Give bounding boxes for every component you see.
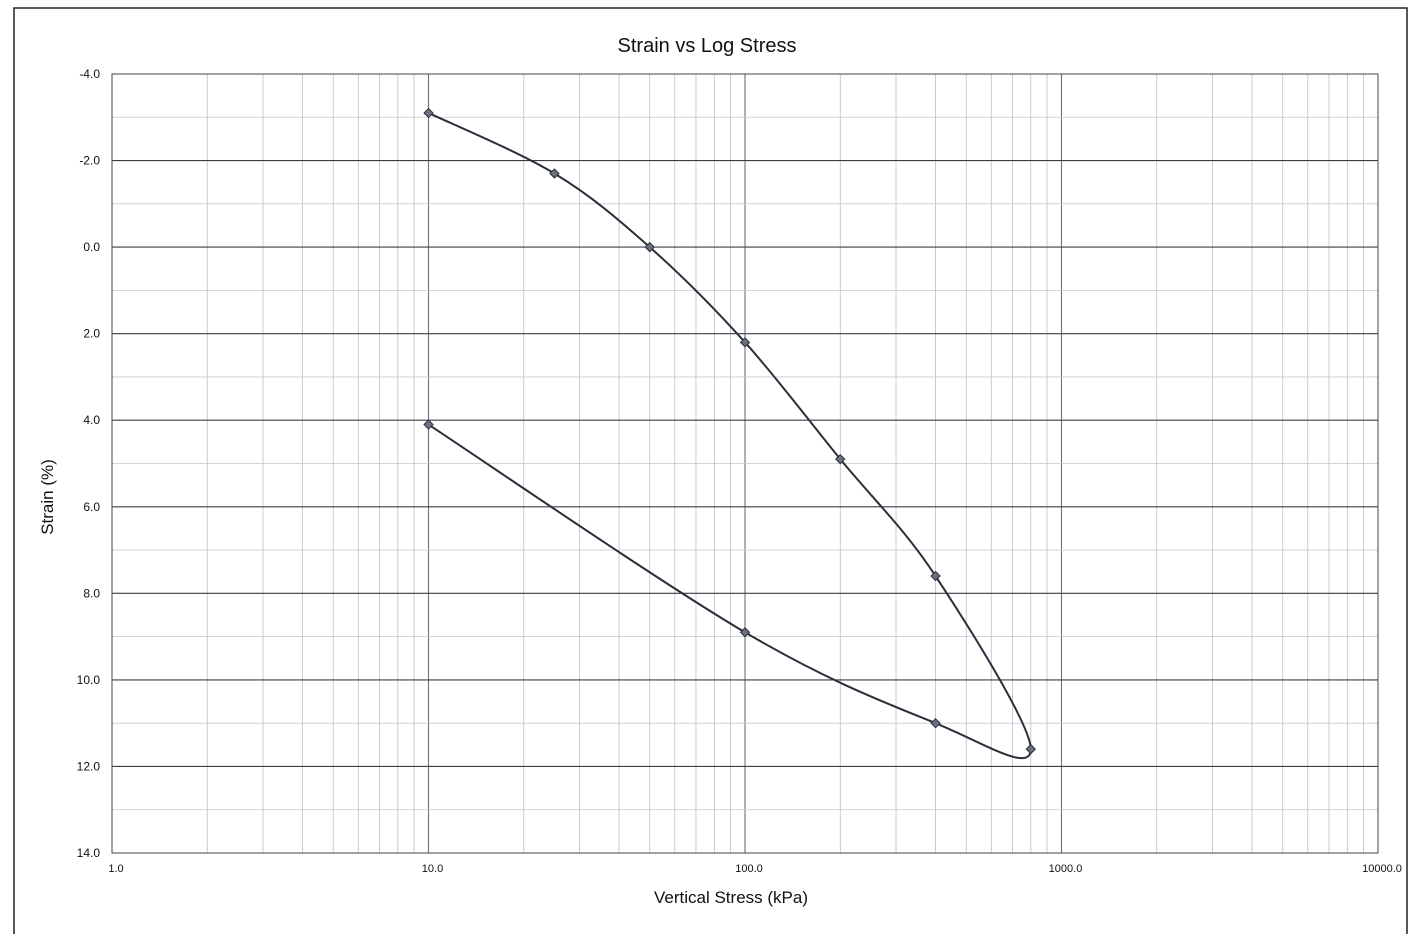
y-tick-label: -4.0 [79,67,100,81]
plot-area-border [111,73,1379,854]
x-tick-label: 10.0 [422,863,443,875]
y-tick-label: 0.0 [83,240,100,254]
y-tick-labels: -4.0 -2.0 0.0 2.0 4.0 6.0 8.0 10.0 12.0 14.0 [77,67,101,860]
data-point-marker [835,453,846,465]
data-points [423,107,1037,755]
data-point-marker [739,337,751,348]
y-tick-label: 14.0 [77,846,101,860]
x-tick-label: 100.0 [735,863,763,875]
data-point-marker [423,107,434,119]
data-point-marker [423,419,434,430]
x-axis-title: Vertical Stress (kPa) [654,888,808,907]
y-tick-label: 2.0 [83,327,100,341]
x-tick-labels: 1.0 10.0 100.0 1000.0 10000.0 [108,863,1402,875]
y-axis-title: Strain (%) [38,459,57,535]
grid [112,74,1378,853]
y-tick-label: -2.0 [79,154,100,168]
data-point-marker [549,168,560,179]
y-tick-label: 10.0 [77,673,101,687]
data-point-marker [930,570,941,582]
data-point-marker [644,241,655,253]
y-tick-label: 12.0 [77,759,101,773]
x-tick-label: 1.0 [108,863,123,875]
y-tick-label: 4.0 [83,413,100,427]
chart-title: Strain vs Log Stress [618,35,797,57]
data-point-marker [1025,743,1037,755]
data-point-marker [930,717,941,729]
data-point-marker [739,627,751,638]
x-tick-label: 10000.0 [1362,863,1402,875]
outer-border [13,7,1408,939]
y-tick-label: 8.0 [83,586,100,600]
x-tick-label: 1000.0 [1049,863,1083,875]
y-tick-label: 6.0 [83,500,100,514]
